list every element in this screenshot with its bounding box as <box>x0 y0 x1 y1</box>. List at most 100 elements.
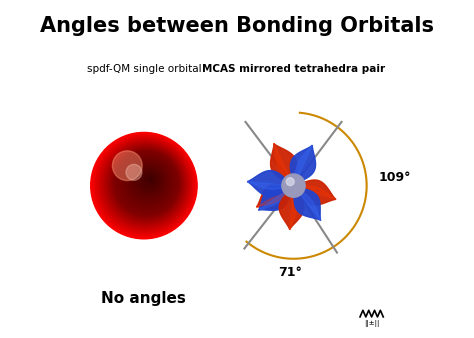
Circle shape <box>109 147 182 220</box>
Circle shape <box>103 142 187 226</box>
Circle shape <box>100 140 190 229</box>
Circle shape <box>129 163 167 200</box>
Circle shape <box>141 171 158 189</box>
Circle shape <box>93 134 195 237</box>
Circle shape <box>114 150 179 216</box>
Polygon shape <box>247 182 293 189</box>
Text: Angles between Bonding Orbitals: Angles between Bonding Orbitals <box>40 16 434 36</box>
Circle shape <box>136 167 162 194</box>
Text: 71°: 71° <box>278 266 302 279</box>
Circle shape <box>124 158 172 206</box>
Circle shape <box>125 159 170 204</box>
Circle shape <box>134 166 164 195</box>
Circle shape <box>135 167 163 195</box>
Circle shape <box>130 163 166 199</box>
Polygon shape <box>293 186 321 220</box>
Polygon shape <box>258 186 293 210</box>
Circle shape <box>107 145 184 222</box>
Text: 109°: 109° <box>378 171 411 184</box>
Circle shape <box>138 169 161 192</box>
Circle shape <box>140 171 159 189</box>
Circle shape <box>98 138 192 232</box>
Circle shape <box>137 169 161 192</box>
Circle shape <box>104 143 187 225</box>
Circle shape <box>137 168 162 193</box>
Circle shape <box>113 150 180 216</box>
Circle shape <box>138 170 160 191</box>
Polygon shape <box>247 171 293 197</box>
Circle shape <box>119 154 175 210</box>
Circle shape <box>117 153 177 213</box>
Circle shape <box>139 170 159 190</box>
Circle shape <box>94 135 195 236</box>
Polygon shape <box>293 145 312 186</box>
Circle shape <box>150 178 151 180</box>
Circle shape <box>121 156 173 208</box>
Circle shape <box>107 145 185 223</box>
Circle shape <box>112 149 180 217</box>
Circle shape <box>126 164 142 180</box>
Circle shape <box>123 158 172 207</box>
Circle shape <box>98 138 191 231</box>
Polygon shape <box>271 143 297 186</box>
Circle shape <box>148 177 152 181</box>
Circle shape <box>146 175 155 184</box>
Circle shape <box>127 160 169 203</box>
Circle shape <box>147 176 154 183</box>
Polygon shape <box>293 186 321 220</box>
Circle shape <box>112 151 142 180</box>
Circle shape <box>115 151 179 215</box>
Circle shape <box>118 154 175 211</box>
Circle shape <box>286 178 294 186</box>
Circle shape <box>282 174 305 197</box>
Polygon shape <box>256 186 293 207</box>
Polygon shape <box>274 143 293 186</box>
Circle shape <box>120 155 174 210</box>
Circle shape <box>109 146 183 221</box>
Polygon shape <box>291 145 316 186</box>
Circle shape <box>147 177 153 182</box>
Polygon shape <box>279 186 304 230</box>
Polygon shape <box>290 186 297 230</box>
Circle shape <box>106 144 185 224</box>
Circle shape <box>121 156 174 209</box>
Circle shape <box>122 157 173 208</box>
Circle shape <box>103 142 188 227</box>
Circle shape <box>149 178 152 180</box>
Circle shape <box>112 149 181 218</box>
Circle shape <box>144 174 156 186</box>
Circle shape <box>102 141 188 227</box>
Circle shape <box>145 174 155 185</box>
Circle shape <box>111 148 182 219</box>
Text: No angles: No angles <box>101 291 186 306</box>
Circle shape <box>91 132 197 239</box>
Circle shape <box>128 162 168 201</box>
Circle shape <box>128 161 169 202</box>
Circle shape <box>97 137 192 233</box>
Text: MCAS mirrored tetrahedra pair: MCAS mirrored tetrahedra pair <box>202 64 385 74</box>
Circle shape <box>124 159 171 205</box>
Polygon shape <box>293 186 336 199</box>
Circle shape <box>129 162 167 201</box>
Circle shape <box>105 144 186 225</box>
Circle shape <box>91 133 197 238</box>
Circle shape <box>132 164 165 198</box>
Circle shape <box>131 164 166 198</box>
Circle shape <box>108 146 184 222</box>
Circle shape <box>116 152 177 213</box>
Circle shape <box>146 175 154 184</box>
Circle shape <box>110 148 182 219</box>
Polygon shape <box>256 184 293 209</box>
Circle shape <box>133 166 164 196</box>
Circle shape <box>118 153 176 212</box>
Text: ||±||: ||±|| <box>364 320 379 327</box>
Circle shape <box>143 173 156 187</box>
Circle shape <box>92 134 196 237</box>
Circle shape <box>115 152 178 214</box>
Circle shape <box>133 165 164 197</box>
Circle shape <box>126 160 170 204</box>
Circle shape <box>142 172 157 188</box>
Circle shape <box>142 173 157 187</box>
Circle shape <box>100 139 190 230</box>
Circle shape <box>96 137 193 234</box>
